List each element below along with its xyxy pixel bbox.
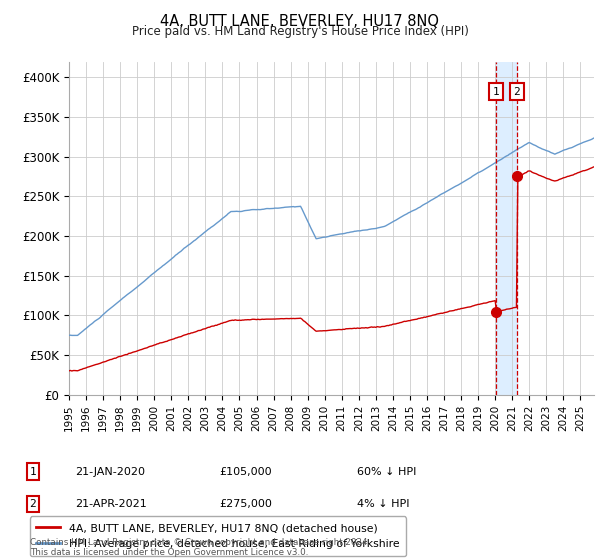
Text: £275,000: £275,000 bbox=[219, 499, 272, 509]
Text: 21-APR-2021: 21-APR-2021 bbox=[75, 499, 147, 509]
Text: 2: 2 bbox=[29, 499, 37, 509]
Text: 4A, BUTT LANE, BEVERLEY, HU17 8NQ: 4A, BUTT LANE, BEVERLEY, HU17 8NQ bbox=[161, 14, 439, 29]
Bar bbox=[496, 62, 517, 395]
Text: 4% ↓ HPI: 4% ↓ HPI bbox=[357, 499, 409, 509]
Text: 1: 1 bbox=[29, 466, 37, 477]
Text: Contains HM Land Registry data © Crown copyright and database right 2024.
This d: Contains HM Land Registry data © Crown c… bbox=[30, 538, 370, 557]
Text: 1: 1 bbox=[493, 87, 499, 96]
Text: 2: 2 bbox=[514, 87, 520, 96]
Text: Price paid vs. HM Land Registry's House Price Index (HPI): Price paid vs. HM Land Registry's House … bbox=[131, 25, 469, 38]
Text: 60% ↓ HPI: 60% ↓ HPI bbox=[357, 466, 416, 477]
Text: 21-JAN-2020: 21-JAN-2020 bbox=[75, 466, 145, 477]
Legend: 4A, BUTT LANE, BEVERLEY, HU17 8NQ (detached house), HPI: Average price, detached: 4A, BUTT LANE, BEVERLEY, HU17 8NQ (detac… bbox=[30, 516, 406, 556]
Text: £105,000: £105,000 bbox=[219, 466, 272, 477]
